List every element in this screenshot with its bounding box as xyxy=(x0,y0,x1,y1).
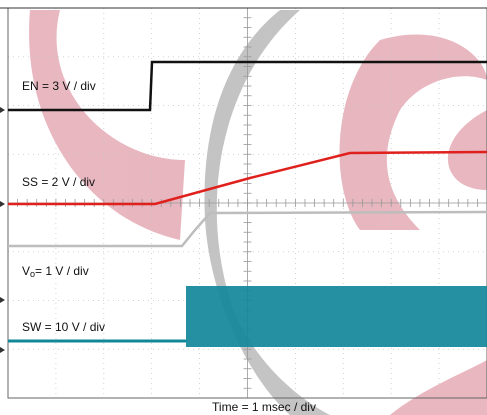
watermark xyxy=(29,10,487,415)
watermark-swoosh xyxy=(390,360,487,415)
label-sub: o xyxy=(30,269,35,279)
trace-label: Vo= 1 V / div xyxy=(22,264,89,279)
label-main: V xyxy=(22,264,30,278)
ss-trace xyxy=(8,150,487,206)
watermark-swoosh xyxy=(29,10,185,240)
sw-switching xyxy=(186,286,487,347)
vo-trace xyxy=(8,210,487,248)
watermark-swoosh xyxy=(339,34,487,230)
trace-label: SS = 2 V / div xyxy=(22,175,95,189)
ground-marker xyxy=(0,297,5,303)
ground-marker xyxy=(0,107,5,113)
ground-marker xyxy=(0,347,5,353)
label-rest: = 1 V / div xyxy=(35,264,89,278)
x-axis-label: Time = 1 msec / div xyxy=(212,400,316,414)
trace-label: SW = 10 V / div xyxy=(22,320,105,334)
en-trace xyxy=(8,60,487,112)
ground-marker xyxy=(0,201,5,207)
trace-label: EN = 3 V / div xyxy=(22,79,96,93)
